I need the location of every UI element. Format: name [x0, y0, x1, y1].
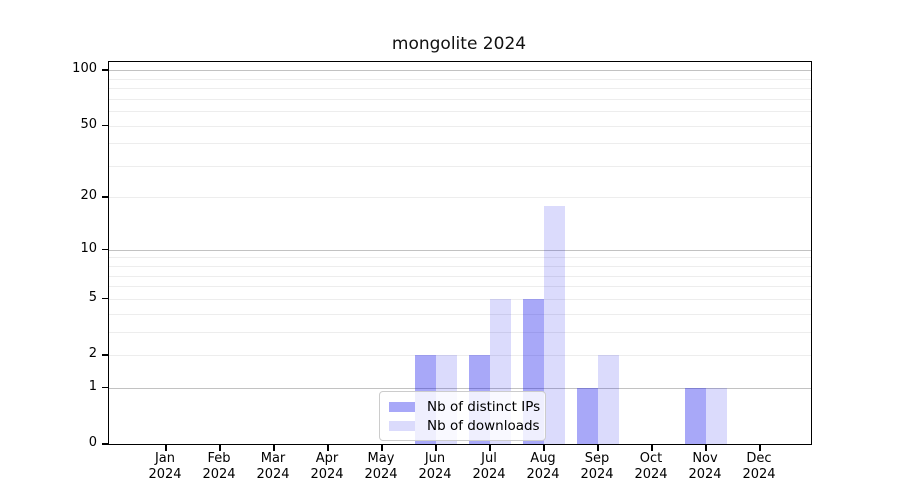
x-axis-tick-label: Aug 2024: [526, 451, 560, 482]
bar-downloads-aug: [544, 205, 565, 444]
x-axis-tick-label: Jan 2024: [148, 451, 182, 482]
x-axis-tick: [489, 444, 491, 451]
y-axis-tick: [102, 69, 108, 71]
y-axis-tick-label: 50: [80, 116, 97, 132]
legend-label-downloads: Nb of downloads: [427, 417, 540, 434]
legend-label-distinct-ips: Nb of distinct IPs: [427, 398, 541, 415]
y-axis-tick-label: 5: [88, 289, 97, 305]
x-axis-tick: [597, 444, 599, 451]
bar-distinct-ips-sep: [577, 387, 598, 444]
chart-legend: Nb of distinct IPs Nb of downloads: [379, 391, 546, 441]
y-axis-tick: [102, 124, 108, 127]
y-axis-tick-label: 20: [80, 188, 97, 204]
minor-gridline: [109, 313, 811, 315]
x-axis-tick-label: Apr 2024: [310, 451, 344, 482]
minor-gridline: [109, 275, 811, 277]
x-axis-tick: [327, 444, 329, 451]
x-axis-tick-label: Nov 2024: [688, 451, 722, 482]
y-axis-tick-label: 1: [88, 378, 97, 394]
minor-gridline: [109, 286, 811, 288]
legend-swatch-downloads: [389, 420, 415, 431]
x-axis-tick: [219, 444, 221, 451]
minor-gridline: [109, 78, 811, 80]
y-axis-tick: [102, 248, 108, 251]
bar-downloads-nov: [706, 387, 727, 444]
y-axis-tick-label: 10: [80, 240, 97, 256]
major-gridline: [109, 387, 811, 389]
minor-gridline: [109, 125, 811, 127]
x-axis-tick: [381, 444, 383, 451]
chart-title: mongolite 2024: [391, 34, 527, 54]
x-axis-tick-label: Oct 2024: [634, 451, 668, 482]
y-axis-tick: [102, 354, 108, 356]
x-axis-tick: [543, 444, 545, 451]
bar-downloads-sep: [598, 355, 619, 444]
x-axis-tick: [165, 444, 167, 451]
legend-swatch-distinct-ips: [389, 401, 415, 412]
legend-item-downloads: Nb of downloads: [389, 417, 540, 434]
plot-area: Nb of distinct IPs Nb of downloads: [108, 61, 812, 445]
minor-gridline: [109, 257, 811, 259]
x-axis-tick-label: Jul 2024: [472, 451, 506, 482]
x-axis-tick: [651, 444, 653, 451]
x-axis-tick-label: Feb 2024: [202, 451, 236, 482]
minor-gridline: [109, 88, 811, 90]
x-axis-tick: [435, 444, 437, 451]
y-axis-tick: [102, 443, 108, 445]
minor-gridline: [109, 98, 811, 100]
y-axis-tick: [102, 196, 108, 198]
minor-gridline: [109, 331, 811, 333]
x-axis-tick-label: Jun 2024: [418, 451, 452, 482]
x-axis-tick-label: May 2024: [364, 451, 398, 482]
x-axis-tick-label: Sep 2024: [580, 451, 614, 482]
minor-gridline: [109, 197, 811, 199]
x-axis-tick: [759, 444, 761, 451]
x-axis-tick-label: Dec 2024: [742, 451, 776, 482]
major-gridline: [109, 249, 811, 251]
major-gridline: [109, 70, 811, 72]
y-axis-tick-label: 100: [72, 61, 97, 77]
bar-distinct-ips-nov: [685, 387, 706, 444]
y-axis-tick: [102, 297, 108, 300]
x-axis-tick-label: Mar 2024: [256, 451, 290, 482]
y-axis-tick-label: 2: [88, 346, 97, 361]
minor-gridline: [109, 143, 811, 145]
minor-gridline: [109, 355, 811, 356]
y-axis-tick-label: 0: [88, 435, 97, 450]
x-axis-tick: [273, 444, 275, 451]
minor-gridline: [109, 165, 811, 167]
legend-item-distinct-ips: Nb of distinct IPs: [389, 398, 541, 415]
minor-gridline: [109, 266, 811, 268]
x-axis-tick: [705, 444, 707, 451]
minor-gridline: [109, 298, 811, 300]
minor-gridline: [109, 111, 811, 113]
y-axis-tick: [102, 386, 108, 389]
